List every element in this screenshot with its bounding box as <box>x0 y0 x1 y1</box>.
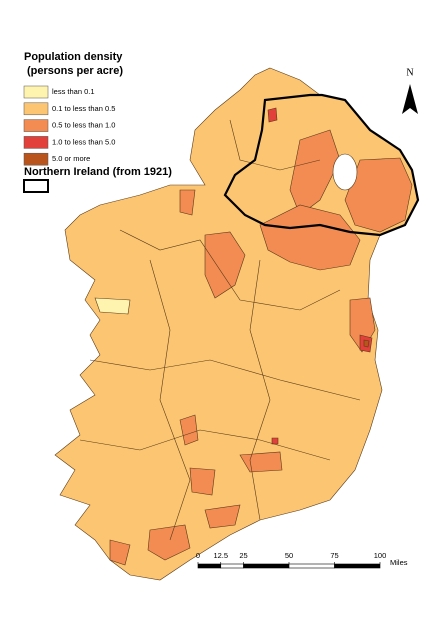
region <box>344 157 413 233</box>
legend-swatch <box>23 152 49 166</box>
island <box>54 67 419 581</box>
district-line <box>119 229 341 311</box>
scale-tick-label: 12.5 <box>213 551 228 560</box>
scale-segment <box>197 563 222 569</box>
scale-unit: Miles <box>390 558 408 567</box>
scale-segment <box>243 563 290 569</box>
scale-tick-label: 100 <box>374 551 387 560</box>
district-line <box>149 259 191 541</box>
region <box>147 524 191 561</box>
region <box>189 467 216 496</box>
region <box>109 539 131 566</box>
legend-swatch <box>23 119 49 132</box>
legend-label: 5.0 or more <box>52 154 90 163</box>
legend-swatch <box>23 102 49 116</box>
legend-label: 1.0 to less than 5.0 <box>52 137 115 146</box>
region <box>204 504 241 529</box>
scale-tick-label: 50 <box>285 551 293 560</box>
legend-subtitle: (persons per acre) <box>27 65 123 77</box>
north-arrow <box>402 84 418 114</box>
scale-segment <box>220 563 244 569</box>
legend-label: 0.5 to less than 1.0 <box>52 121 115 130</box>
region <box>204 231 246 299</box>
legend-swatch <box>23 85 49 99</box>
legend: less than 0.1 0.1 to less than 0.5 0.5 to … <box>23 85 115 166</box>
scale-segment <box>334 563 381 569</box>
region <box>179 414 199 446</box>
legend-swatch <box>23 136 49 149</box>
region <box>94 297 131 315</box>
northern-ireland-boundary <box>223 93 420 237</box>
district-line <box>249 259 271 521</box>
district-line <box>79 429 331 461</box>
region <box>239 451 283 473</box>
region <box>271 437 279 445</box>
scale-tick-label: 0 <box>196 551 200 560</box>
scale-tick-label: 75 <box>330 551 338 560</box>
boundary-label: Northern Ireland (from 1921) <box>24 166 172 178</box>
region <box>363 339 370 348</box>
district-line <box>89 359 361 401</box>
region <box>267 107 278 123</box>
lough-neagh <box>332 153 358 191</box>
north-label: N <box>406 67 413 78</box>
legend-label: less than 0.1 <box>52 87 95 96</box>
legend-title: Population density <box>24 51 123 63</box>
district-line <box>229 119 321 171</box>
boundary-swatch <box>23 179 49 193</box>
scale-tick-label: 25 <box>239 551 247 560</box>
region <box>259 204 361 271</box>
region <box>179 189 196 216</box>
legend-label: 0.1 to less than 0.5 <box>52 104 115 113</box>
region <box>289 129 341 216</box>
scale-segment <box>288 563 335 569</box>
scale-bar: 0 12.5 25 50 75 100 <box>196 551 387 569</box>
